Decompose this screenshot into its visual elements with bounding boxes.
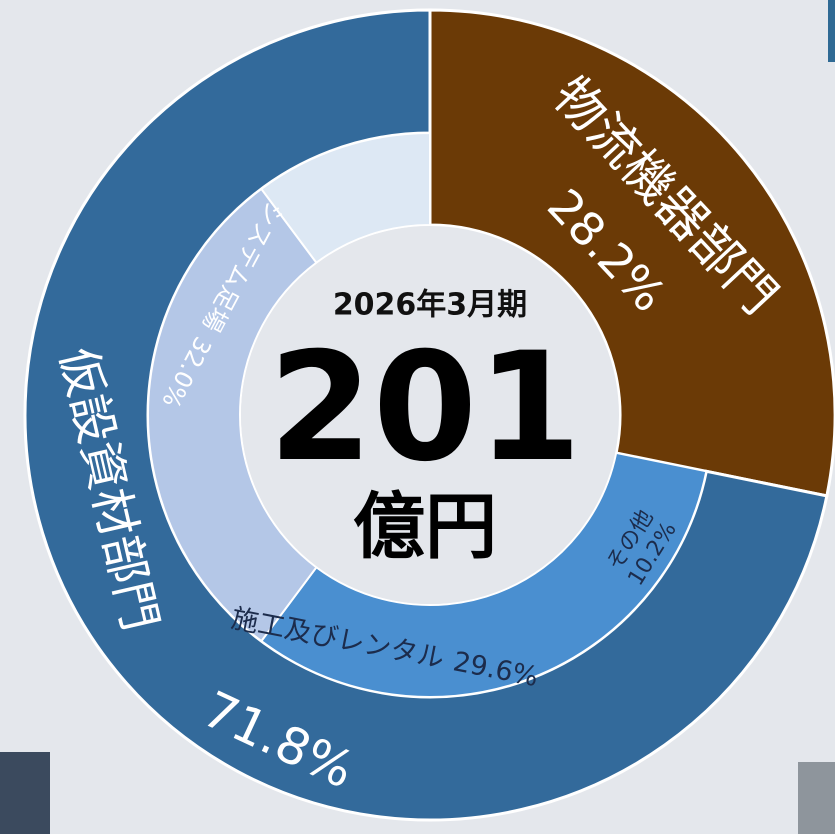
page: {"chart_data": {"type": "nested-donut", … <box>0 0 835 834</box>
chart: 物流機器部門28.2%仮設資材部門71.8%システム足場32.0%施工及びレンタ… <box>0 0 835 834</box>
period: 2026年3月期 <box>333 288 527 323</box>
unit: 億円 <box>353 485 497 569</box>
total: 201 <box>268 321 581 495</box>
decor-bar <box>828 0 835 62</box>
photo-fragment <box>0 752 50 834</box>
photo-fragment <box>798 762 835 834</box>
